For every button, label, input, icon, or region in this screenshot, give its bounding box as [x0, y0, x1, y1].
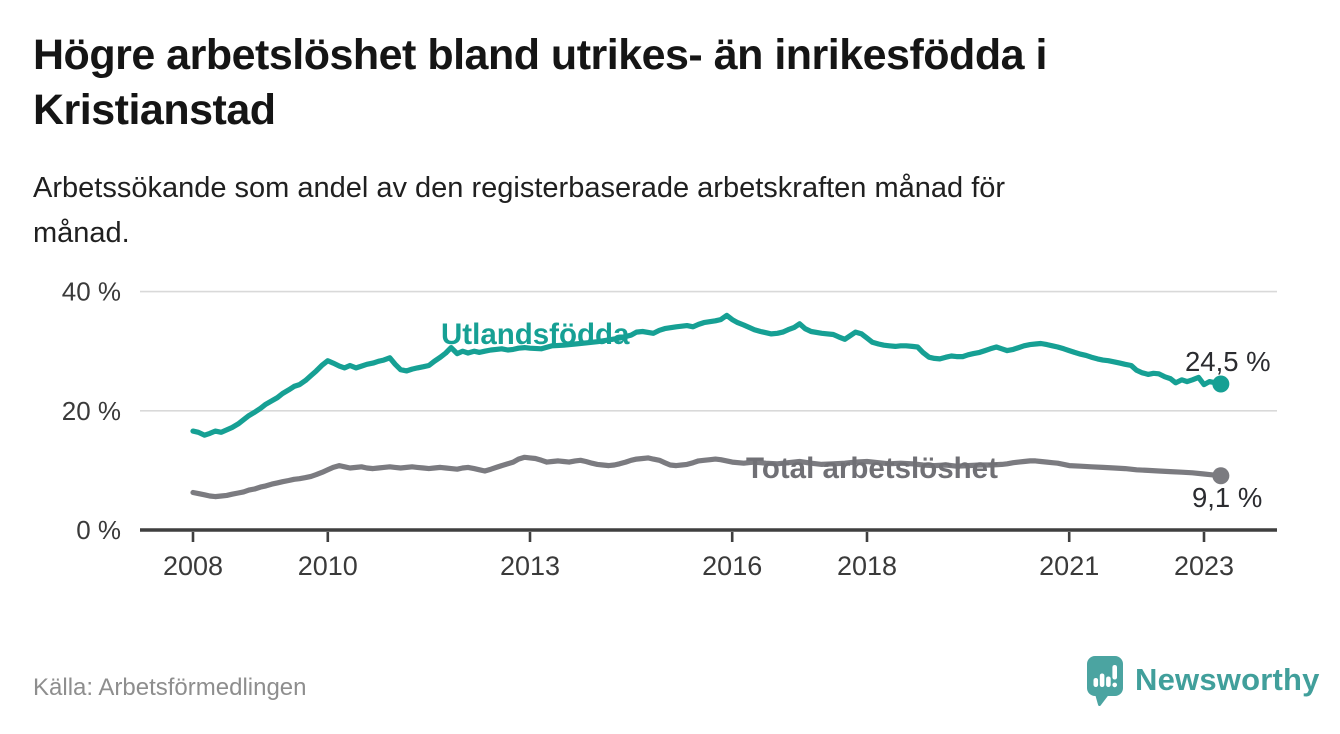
series-end-dot-total-arbetsl-shet [1212, 467, 1230, 485]
logo-bar-1 [1093, 678, 1099, 687]
page-subtitle-line2: månad. [33, 217, 130, 249]
series-label-total-arbetsl-shet: Total arbetslöshet [746, 452, 998, 485]
y-tick-label-0: 0 % [76, 515, 121, 545]
x-tick-label-2023: 2023 [1174, 551, 1234, 581]
newsworthy-icon [1087, 656, 1123, 706]
end-value-label-utlandsf-dda: 24,5 % [1185, 346, 1271, 377]
page-title-line1: Högre arbetslöshet bland utrikes- än inr… [33, 31, 1047, 79]
x-tick-label-2013: 2013 [500, 551, 560, 581]
newsworthy-wordmark: Newsworthy [1135, 662, 1320, 697]
logo-bar-2 [1099, 673, 1105, 687]
end-value-label-total-arbetsl-shet: 9,1 % [1192, 482, 1262, 513]
series-line-total-arbetsl-shet [190, 454, 1224, 500]
page-title-line2: Kristianstad [33, 86, 276, 134]
logo-exclamation-dot [1112, 682, 1117, 688]
line-chart: 0 % 20 % 40 % 2008 2010 2013 2016 2018 2021 2023 T… [62, 277, 1277, 581]
x-tick-label-2010: 2010 [298, 551, 358, 581]
source-note: Källa: Arbetsförmedlingen [33, 674, 307, 701]
x-tick-label-2016: 2016 [702, 551, 762, 581]
x-tick-label-2021: 2021 [1039, 551, 1099, 581]
logo-exclamation-bar [1112, 665, 1117, 680]
y-tick-label-40: 40 % [62, 277, 121, 307]
x-tick-label-2018: 2018 [837, 551, 897, 581]
page-title: Högre arbetslöshet bland utrikes- än inr… [33, 28, 1047, 138]
series-end-dot-utlandsf-dda [1212, 375, 1230, 393]
y-tick-label-20: 20 % [62, 396, 121, 426]
newsworthy-logo: Newsworthy [1086, 654, 1320, 706]
x-tick-label-2008: 2008 [163, 551, 223, 581]
series-line-utlandsf-dda [190, 312, 1224, 438]
page-subtitle: Arbetssökande som andel av den registerb… [33, 166, 1005, 256]
page-subtitle-line1: Arbetssökande som andel av den registerb… [33, 172, 1006, 204]
series-label-utlandsf-dda: Utlandsfödda [441, 318, 630, 351]
logo-bar-3 [1106, 676, 1111, 687]
